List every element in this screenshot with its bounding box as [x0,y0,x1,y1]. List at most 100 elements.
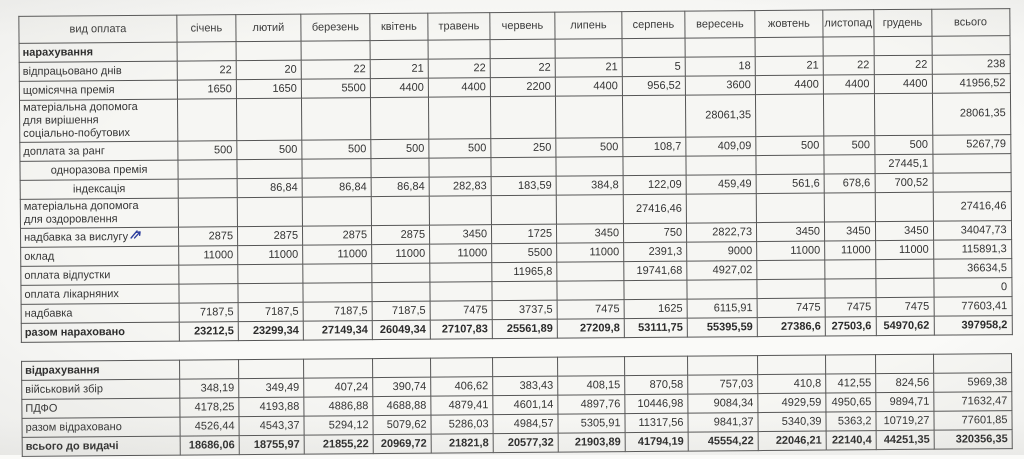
row-label: оплата відпустки [20,265,179,286]
table-cell [490,157,557,177]
table-cell: 956,52 [622,76,686,96]
table-cell [236,159,303,179]
table-cell: 7187,5 [238,302,304,322]
row-label: оплата лікарняних [20,284,180,305]
table-cell [875,354,934,374]
table-cell: 4400 [873,74,933,94]
table-cell: 3737,5 [492,300,558,320]
table-cell: 23212,5 [179,321,239,342]
table-cell: 22 [490,58,556,78]
table-cell: 36634,5 [933,258,1012,279]
table-cell: 3600 [685,75,756,96]
table-cell: 5267,79 [932,134,1011,155]
table-cell: 3450 [429,224,492,245]
table-cell: 21 [755,56,824,76]
column-header: червень [489,12,556,40]
table-cell: 348,19 [179,378,239,399]
table-cell: 1650 [177,79,237,100]
table-cell: 18 [685,56,756,77]
table-cell: 11000 [237,245,303,265]
table-cell: 5340,39 [757,412,827,432]
row-label: відпрацьовано днів [19,61,178,82]
table-cell: 11000 [371,244,430,264]
table-cell [685,37,756,58]
table-cell: 1650 [236,79,302,99]
table-cell [428,157,492,178]
table-cell: 11965,8 [491,262,557,282]
table-cell: 1625 [624,299,688,319]
table-cell: 4400 [555,76,623,97]
table-cell: 2822,73 [686,222,757,243]
table-cell [932,172,1011,193]
row-label-text: нарахування [22,45,94,59]
table-cell: 678,6 [824,173,875,194]
table-cell: 18686,06 [180,435,240,456]
table-cell [824,259,876,280]
table-cell [687,355,758,376]
table-cell [556,280,625,301]
table-cell: 11000 [756,241,825,261]
table-cell [823,93,875,137]
table-cell: 18755,97 [239,435,305,455]
column-header: всього [931,8,1010,37]
table-cell: 500 [874,135,933,155]
table-cell [756,260,825,280]
payroll-accruals-table: вид оплата січень лютий березень квітень трав… [18,8,1013,343]
table-cell [178,264,238,285]
column-header: лютий [235,14,302,42]
table-cell [238,359,304,379]
row-label-text: матеріальна допомога для оздоровлення [23,199,139,226]
column-header: серпень [621,11,686,39]
table-cell [429,195,492,226]
table-cell: 5305,91 [557,413,626,434]
table-cell: 77603,41 [933,296,1012,317]
table-cell: 5500 [301,78,371,99]
table-cell: 10446,98 [624,394,688,414]
table-cell [490,96,556,139]
column-header: листопад [822,9,874,38]
table-cell: 21903,89 [558,432,626,453]
table-cell [686,193,757,224]
table-cell: 1725 [491,224,557,244]
table-cell: 21855,22 [304,434,374,455]
table-cell: 3450 [756,222,825,242]
row-label: надбавка за вислугу [20,227,179,248]
table-cell: 757,03 [687,374,758,395]
table-cell: 407,24 [303,377,373,398]
table-cell [622,95,686,138]
table-cell [428,96,491,140]
table-cell [824,192,876,223]
row-label-text: всього до видачі [25,439,119,453]
table-cell: 7475 [825,297,876,318]
table-cell [824,278,876,299]
table-cell: 11000 [875,240,934,260]
column-header: травень [427,12,491,41]
table-cell: 700,52 [874,173,933,193]
table-cell [623,280,688,300]
table-row: надбавка за вислугу 2875 2875 2875 2875 3450 1… [20,220,1012,248]
table-cell: 7475 [557,299,625,320]
table-cell: 22 [177,60,237,81]
table-cell: 86,84 [371,177,430,197]
table-cell [236,41,302,61]
table-cell: 406,62 [430,376,493,397]
table-cell: 4984,57 [492,414,559,434]
table-cell: 10719,27 [875,411,935,431]
table-cell: 11317,56 [624,413,689,433]
table-cell: 320356,35 [934,429,1013,450]
table-cell: 27386,6 [757,317,826,337]
row-label-text: ПДФО [25,402,58,415]
table-cell: 410,8 [757,374,826,394]
table-cell: 500 [301,139,371,160]
table-cell: 5 [622,57,686,77]
table-cell [491,195,557,225]
table-cell [371,196,430,226]
table-cell: 7187,5 [179,302,239,323]
table-cell: 500 [236,140,302,160]
table-cell: 459,49 [686,174,757,195]
table-cell: 86,84 [302,177,372,198]
table-cell: 390,74 [372,377,431,397]
row-label: всього до видачі [22,436,181,457]
row-label-text: разом відраховано [25,420,122,434]
column-header: вид оплата [18,15,178,44]
